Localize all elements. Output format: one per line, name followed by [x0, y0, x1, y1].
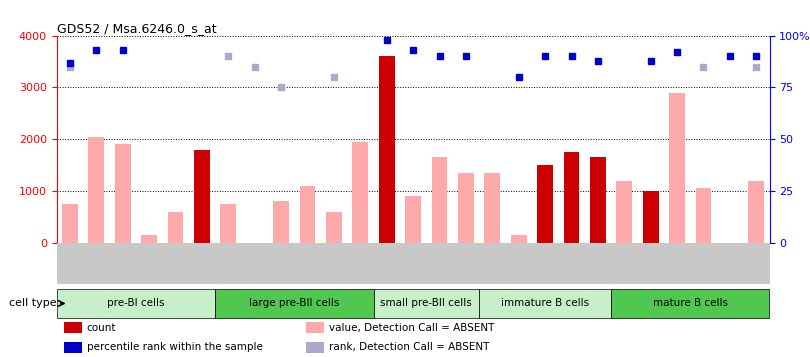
Text: percentile rank within the sample: percentile rank within the sample: [87, 342, 262, 352]
Bar: [511, 235, 526, 243]
Bar: [115, 145, 130, 243]
Bar: [458, 173, 474, 243]
Bar: [590, 157, 606, 243]
Bar: [611, 289, 770, 318]
Text: large pre-BII cells: large pre-BII cells: [249, 298, 339, 308]
Bar: [379, 145, 394, 243]
Bar: [64, 322, 82, 333]
Text: immature B cells: immature B cells: [501, 298, 589, 308]
Bar: [352, 142, 369, 243]
Text: GDS52 / Msa.6246.0_s_at: GDS52 / Msa.6246.0_s_at: [57, 21, 216, 35]
Bar: [479, 289, 611, 318]
Text: rank, Detection Call = ABSENT: rank, Detection Call = ABSENT: [329, 342, 489, 352]
Text: count: count: [87, 323, 116, 333]
Bar: [643, 220, 659, 243]
Bar: [564, 152, 579, 243]
Bar: [220, 204, 237, 243]
Bar: [215, 289, 373, 318]
Text: small pre-BII cells: small pre-BII cells: [381, 298, 472, 308]
Bar: [57, 289, 215, 318]
Text: mature B cells: mature B cells: [653, 298, 728, 308]
Bar: [141, 235, 157, 243]
Bar: [432, 157, 447, 243]
Bar: [300, 186, 315, 243]
Bar: [405, 196, 421, 243]
Bar: [696, 188, 711, 243]
Bar: [273, 201, 289, 243]
Bar: [616, 181, 633, 243]
Bar: [168, 212, 183, 243]
Text: pre-BI cells: pre-BI cells: [107, 298, 164, 308]
Text: value, Detection Call = ABSENT: value, Detection Call = ABSENT: [329, 323, 494, 333]
Bar: [194, 150, 210, 243]
Bar: [62, 204, 78, 243]
Bar: [379, 56, 394, 243]
Bar: [64, 342, 82, 353]
Bar: [748, 181, 764, 243]
Bar: [373, 289, 479, 318]
Bar: [306, 322, 324, 333]
Bar: [88, 137, 104, 243]
Bar: [537, 165, 553, 243]
Bar: [669, 93, 685, 243]
Bar: [194, 235, 210, 243]
Bar: [326, 212, 342, 243]
Bar: [306, 342, 324, 353]
Text: cell type: cell type: [9, 298, 57, 308]
Bar: [484, 173, 501, 243]
Bar: [643, 191, 659, 243]
